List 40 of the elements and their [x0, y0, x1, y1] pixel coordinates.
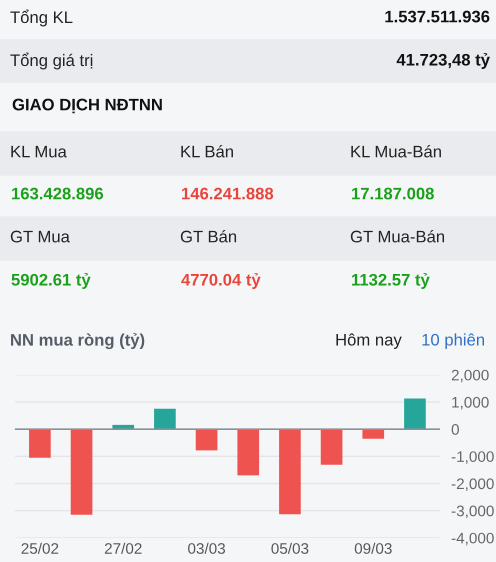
x-tick-label: 27/02	[104, 542, 142, 554]
text: KL Bán	[181, 145, 233, 158]
text: Hôm nay	[336, 333, 402, 349]
text: 146.241.888	[182, 188, 274, 200]
y-tick-label: -2,000	[452, 478, 494, 491]
x-tick-label: 03/03	[188, 542, 226, 554]
bar	[237, 429, 260, 476]
y-tick-label: -4,000	[452, 532, 494, 546]
x-tick-label: 05/03	[271, 542, 308, 554]
y-tick-label: 0	[452, 424, 459, 435]
text: GT Mua-Bán	[350, 230, 444, 242]
bar	[154, 408, 176, 430]
y-tick-label: 1,000	[452, 396, 489, 410]
y-tick-label: -1,000	[452, 451, 494, 464]
text: 10 phiên	[422, 333, 484, 349]
bar	[70, 429, 92, 515]
text: KL Mua-Bán	[351, 145, 441, 158]
text: Tổng KL	[10, 10, 72, 26]
text: KL Mua	[11, 146, 67, 158]
text: 1.537.511.936	[385, 10, 490, 22]
text: 1132.57 tỷ	[352, 273, 430, 289]
bar	[320, 429, 342, 465]
text: 4770.04 tỷ	[181, 273, 261, 289]
text: Tổng giá trị	[10, 52, 92, 70]
text: GIAO DỊCH NĐTNN	[12, 98, 162, 114]
bar	[196, 429, 218, 450]
text: GT Mua	[10, 230, 70, 242]
bar	[279, 429, 301, 514]
text: 5902.61 tỷ	[12, 273, 91, 289]
bar	[404, 398, 426, 430]
x-tick-label: 09/03	[354, 542, 392, 554]
y-tick-label: -3,000	[452, 506, 494, 518]
y-tick-label: 2,000	[452, 370, 489, 382]
text: 163.428.896	[12, 188, 104, 200]
bar	[29, 429, 51, 458]
chart-title: NN mua ròng (tỷ)	[11, 333, 144, 350]
text: GT Bán	[180, 230, 236, 242]
x-tick-label: 25/02	[22, 542, 58, 554]
text: 41.723,48 tỷ	[396, 53, 490, 69]
text: 17.187.008	[352, 188, 434, 200]
